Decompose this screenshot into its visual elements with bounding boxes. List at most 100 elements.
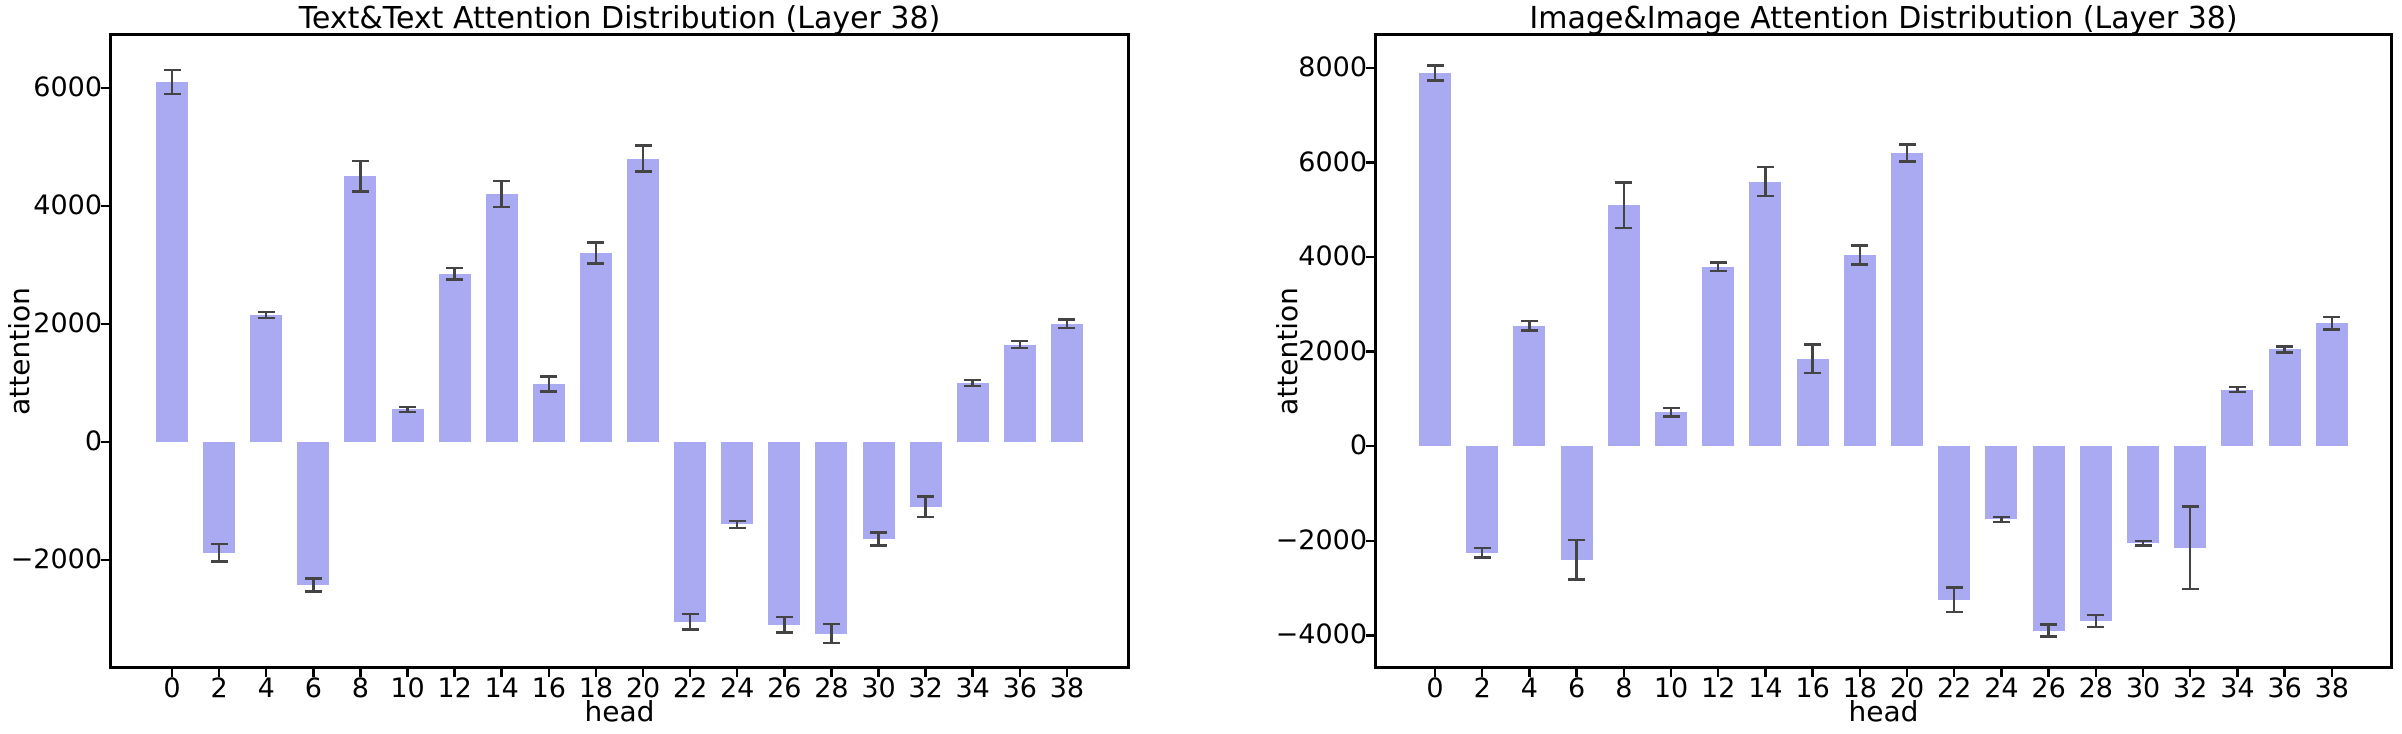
x-tick-label: 38 [2314,673,2349,704]
x-tick-label: 2 [210,673,228,704]
x-tick-mark [1018,669,1022,677]
error-bar [500,181,503,208]
x-tick-mark [594,669,598,677]
error-bar [2236,387,2239,392]
y-tick-mark [1366,161,1374,164]
x-tick-label: 16 [1795,673,1830,704]
x-tick-mark [1764,669,1767,677]
bar-head-28 [2079,446,2112,622]
x-tick-mark [877,669,880,677]
error-bar [783,617,786,633]
bar-head-38 [1050,323,1083,442]
error-bar-cap [681,628,699,631]
x-tick-label: 18 [578,673,614,704]
error-bar-cap [540,375,558,378]
error-bar-cap [822,622,840,626]
y-tick-label: 4000 [1298,241,1367,273]
error-bar [359,161,362,192]
chart-title: Text&Text Attention Distribution (Layer … [298,1,941,36]
error-bar-cap [1615,181,1633,184]
error-bar-cap [210,542,228,546]
x-tick-label: 32 [908,673,943,704]
x-tick-label: 30 [861,673,896,704]
x-tick-mark [2283,669,2286,677]
error-bar-cap [2181,505,2199,508]
bar-head-8 [344,176,377,442]
x-tick-label: 2 [1473,673,1491,704]
error-bar [2094,614,2098,628]
error-bar [924,496,927,517]
error-bar [406,407,409,412]
error-bar-cap [2323,315,2341,319]
bar-head-14 [1749,181,1782,447]
error-bar-cap [2040,635,2058,638]
error-bar [641,145,645,172]
bar-head-28 [815,441,848,634]
x-tick-mark [971,669,974,677]
error-bar [312,578,315,592]
x-tick-label: 26 [767,673,802,704]
x-tick-mark [1952,669,1956,677]
error-bar-cap [587,262,605,265]
error-bar [2000,516,2003,523]
bar-head-20 [1891,153,1923,447]
error-bar-cap [1520,319,1538,323]
x-tick-label: 24 [720,673,755,704]
x-tick-label: 26 [2031,673,2066,704]
error-bar [1764,166,1767,197]
y-tick-mark [1366,634,1374,637]
x-tick-label: 22 [672,673,708,704]
bar-head-22 [1938,446,1971,600]
y-tick-mark [1366,66,1374,70]
error-bar-cap [1945,610,1963,614]
x-tick-mark [264,669,268,677]
y-tick-label: 2000 [1298,335,1367,367]
error-bar-cap [493,179,511,183]
x-tick-mark [2094,669,2098,677]
error-bar [1858,245,1862,265]
error-bar-cap [1756,194,1774,198]
error-bar [264,312,268,318]
y-tick-mark [101,204,109,208]
error-bar-cap [163,68,181,72]
error-bar-cap [540,390,558,393]
x-tick-label: 36 [2267,673,2302,704]
error-bar [1528,320,1531,331]
error-bar-cap [1898,143,1916,146]
error-bar-cap [351,159,369,163]
y-tick-label: 6000 [33,71,102,103]
x-tick-label: 0 [1426,673,1444,704]
x-tick-label: 34 [955,673,990,704]
error-bar-cap [964,384,982,388]
x-tick-label: 28 [814,673,849,704]
x-tick-mark [1905,669,1909,677]
error-bar [2141,540,2145,546]
x-tick-mark [735,669,739,677]
x-tick-label: 0 [163,673,181,704]
bar-head-22 [674,441,707,622]
error-bar [2283,346,2286,353]
error-bar-cap [257,316,275,320]
error-bar [1433,65,1437,81]
error-bar-cap [917,515,935,518]
x-tick-label: 16 [531,673,566,704]
error-bar-cap [775,615,793,619]
error-bar [1811,344,1814,373]
error-bar-cap [1709,269,1727,273]
y-tick-label: −2000 [10,543,102,575]
y-tick-label: 4000 [33,189,102,221]
error-bar-cap [2087,625,2105,629]
error-bar-cap [1473,556,1491,559]
x-tick-mark [2330,669,2334,677]
x-tick-label: 20 [625,673,661,704]
error-bar-cap [1851,244,1869,247]
error-bar-cap [870,544,887,547]
error-bar-cap [1662,415,1680,418]
error-bar [1622,182,1626,228]
x-tick-mark [453,669,456,677]
bar-head-0 [156,82,188,442]
error-bar [1018,340,1022,349]
error-bar-cap [2228,385,2246,389]
error-bar-cap [257,310,275,314]
x-tick-mark [1065,669,1069,677]
